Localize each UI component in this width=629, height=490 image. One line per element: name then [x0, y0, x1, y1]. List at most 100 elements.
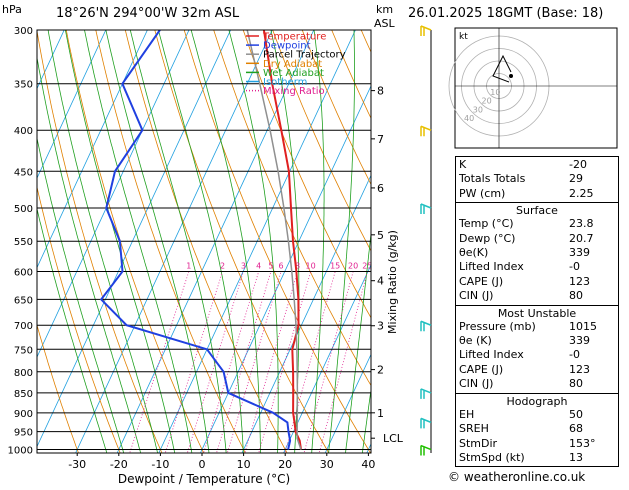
wet-adiabat-line: [311, 30, 325, 453]
index-row: PW (cm) 2.25: [459, 187, 615, 201]
surface-value: 123: [569, 274, 590, 288]
km-tick-label: 6: [377, 182, 384, 195]
legend-label: Wet Adiabat: [263, 68, 324, 79]
most-unstable-label: Pressure (mb): [459, 319, 536, 333]
pressure-tick-label: 650: [14, 295, 33, 306]
index-row: K -20: [459, 158, 615, 172]
legend-label: Isotherm: [263, 77, 307, 88]
isotherm-line: [241, 174, 371, 453]
hodograph-label: EH: [459, 407, 475, 421]
wind-barb: [420, 125, 432, 137]
isotherm-line: [37, 30, 232, 448]
most-unstable-label: CIN (J): [459, 377, 494, 391]
hodograph-value: 68: [569, 422, 583, 436]
surface-label: Dewp (°C): [459, 231, 516, 245]
legend-label: Dry Adiabat: [263, 59, 322, 70]
hodograph-ring-label: 20: [482, 97, 492, 106]
dry-adiabat-line: [242, 30, 371, 319]
isotherm-line: [158, 30, 356, 453]
pressure-tick-label: 400: [14, 126, 33, 137]
x-tick-label: 20: [278, 458, 292, 471]
pressure-tick-label: 1000: [8, 446, 33, 457]
surface-value: 339: [569, 246, 590, 260]
x-tick-label: 40: [361, 458, 375, 471]
x-tick-label: 0: [199, 458, 206, 471]
wet-adiabat-line: [64, 30, 176, 453]
surface-value: 23.8: [569, 217, 594, 231]
x-tick-label: -30: [68, 458, 86, 471]
surface-title: Surface: [516, 204, 558, 218]
pressure-tick-label: 750: [14, 345, 33, 356]
isotherm-line: [116, 30, 315, 453]
hodograph-value: 13: [569, 450, 583, 464]
index-row: Totals Totals 29: [459, 172, 615, 186]
pressure-tick-label: 300: [14, 26, 33, 37]
mixing-ratio-label: 25: [362, 262, 372, 271]
mixing-ratio-label: 15: [330, 262, 340, 271]
most-unstable-label: Lifted Index: [459, 348, 524, 362]
wet-adiabat-line: [105, 30, 210, 453]
mixing-ratio-label: 3: [241, 262, 246, 271]
wet-adiabat-line: [47, 30, 159, 453]
wet-adiabat-line: [37, 55, 142, 453]
hodograph-value: 50: [569, 407, 583, 421]
pressure-tick-label: 500: [14, 204, 33, 215]
mixing-ratio-line: [258, 271, 312, 453]
dry-adiabat-line: [301, 30, 371, 186]
indices-top-box: K -20 Totals Totals 29 PW (cm) 2.25: [455, 156, 619, 204]
most-unstable-value: 123: [569, 362, 590, 376]
km-tick-label: 5: [377, 229, 384, 242]
km-tick-label: 1: [377, 407, 384, 420]
legend-label: Dewpoint: [263, 41, 311, 52]
wind-barb: [420, 203, 432, 215]
dry-adiabat-line: [213, 30, 371, 387]
wind-barb: [420, 25, 432, 36]
most-unstable-box: Most Unstable Pressure (mb) 1015 θe (K) 339…: [455, 305, 619, 394]
mixing-ratio-label: 5: [268, 262, 273, 271]
most-unstable-label: CAPE (J): [459, 362, 504, 376]
asl-unit-label: ASL: [374, 17, 395, 30]
x-tick-label: -20: [110, 458, 128, 471]
wet-adiabat-line: [328, 30, 355, 453]
pressure-tick-label: 900: [14, 409, 33, 420]
storm-motion-marker: [509, 74, 513, 78]
hodograph-ring-label: 10: [490, 88, 500, 97]
pressure-tick-label: 450: [14, 167, 33, 178]
isotherm-line: [75, 30, 273, 453]
indices-panel: K -20 Totals Totals 29 PW (cm) 2.25 Surface T…: [455, 156, 619, 468]
surface-value: 80: [569, 289, 583, 303]
dry-adiabat-line: [37, 30, 163, 453]
index-label: PW (cm): [459, 186, 506, 200]
mixing-ratio-line: [226, 271, 282, 453]
most-unstable-label: θe (K): [459, 334, 492, 348]
hodograph-frame: [454, 27, 618, 149]
hodograph-row: StmDir 153°: [459, 437, 615, 451]
isotherm-line: [37, 30, 190, 358]
wind-barb: [420, 417, 432, 429]
dry-adiabat-line: [95, 30, 246, 453]
pressure-tick-label: 950: [14, 428, 33, 439]
surface-label: Lifted Index: [459, 260, 524, 274]
hodograph-row: EH 50: [459, 408, 615, 422]
most-unstable-row: CIN (J) 80: [459, 377, 615, 391]
hodograph-box: Hodograph EH 50 SREH 68 StmDir 153° StmSpd (kt…: [455, 393, 619, 468]
legend-label: Temperature: [262, 32, 326, 43]
km-tick-label: 8: [377, 85, 384, 98]
datetime-title: 26.01.2025 18GMT (Base: 18): [408, 6, 604, 21]
hodograph-ring-label: 30: [473, 105, 483, 114]
pressure-tick-label: 850: [14, 389, 33, 400]
x-tick-label: 30: [320, 458, 334, 471]
dry-adiabat-line: [124, 30, 288, 453]
hodograph-row: SREH 68: [459, 422, 615, 436]
dry-adiabat-line: [37, 185, 121, 453]
dry-adiabat-line: [65, 30, 205, 453]
plot-frame: [36, 29, 372, 454]
hodograph-label: StmDir: [459, 436, 498, 450]
x-tick-label: 10: [237, 458, 251, 471]
km-unit-label: km: [376, 3, 394, 16]
most-unstable-row: CAPE (J) 123: [459, 363, 615, 377]
mixing-ratio-line: [203, 271, 260, 453]
mixing-ratio-label: 2: [220, 262, 225, 271]
